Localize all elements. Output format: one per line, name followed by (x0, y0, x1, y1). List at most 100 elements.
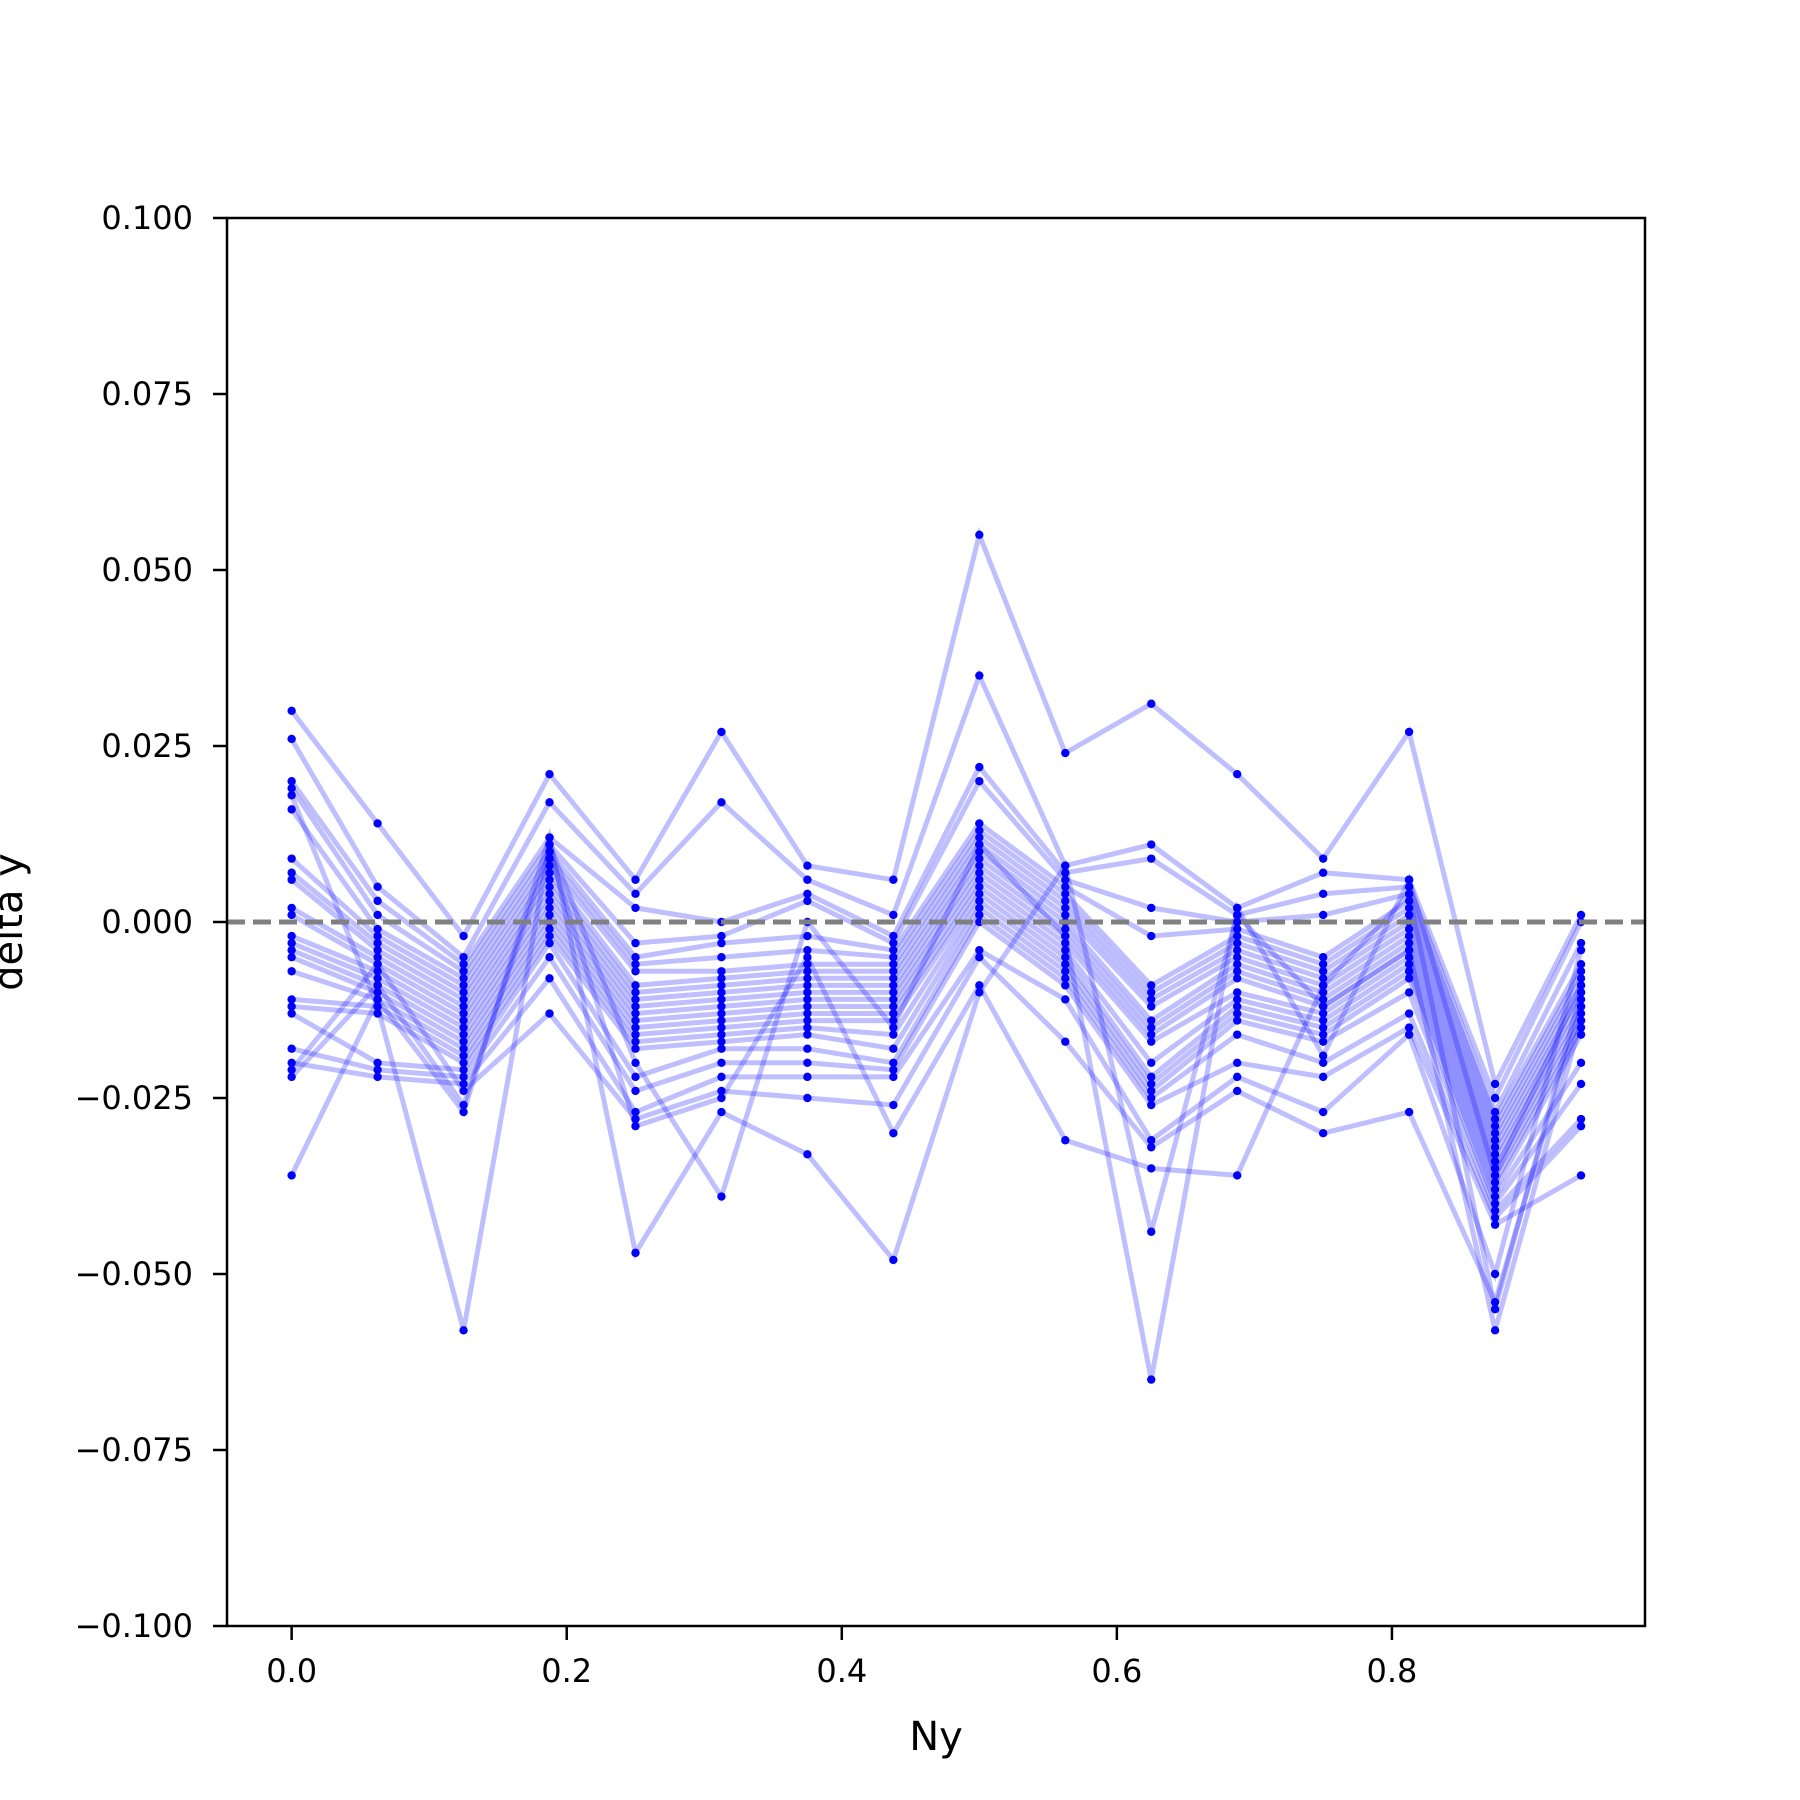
data-point (1318, 1023, 1328, 1032)
data-point (975, 762, 984, 772)
data-point (459, 1072, 468, 1082)
data-point (975, 981, 984, 990)
data-point (803, 861, 812, 870)
data-point (975, 819, 984, 828)
data-point (975, 953, 984, 962)
data-point (889, 910, 898, 920)
data-point (1061, 924, 1070, 934)
data-point (1576, 1171, 1586, 1180)
data-point (631, 981, 640, 990)
data-point (373, 896, 382, 906)
data-point (1147, 903, 1156, 913)
data-point (803, 1093, 812, 1103)
data-point (717, 967, 726, 976)
y-tick-label: −0.100 (75, 1607, 193, 1645)
data-point (1233, 1171, 1242, 1180)
data-point (631, 1016, 640, 1025)
data-point (717, 974, 726, 983)
data-point (1490, 1213, 1500, 1222)
series-line (289, 843, 1584, 1310)
data-point (803, 1023, 812, 1032)
data-point (1061, 967, 1070, 976)
data-point (1490, 1305, 1500, 1314)
data-point (1147, 1023, 1156, 1032)
series-markers (287, 530, 1586, 1384)
data-point (459, 1065, 468, 1075)
data-point (1490, 1107, 1500, 1117)
data-point (1576, 981, 1586, 990)
data-point (1576, 995, 1586, 1004)
data-point (1576, 960, 1586, 969)
data-point (1147, 1058, 1156, 1068)
data-point (459, 931, 468, 941)
data-point (459, 1002, 468, 1011)
data-point (373, 931, 382, 941)
data-point (545, 974, 554, 983)
x-tick-label: 0.0 (266, 1652, 317, 1690)
data-point (545, 882, 554, 891)
data-point (287, 734, 296, 744)
series-line (291, 946, 1584, 1283)
data-point (889, 967, 898, 976)
data-point (373, 960, 382, 969)
data-point (287, 1065, 296, 1075)
data-point (1233, 1016, 1242, 1025)
data-point (889, 988, 898, 997)
data-point (631, 953, 640, 962)
plot-frame (225, 216, 1647, 1628)
data-point (1490, 1150, 1500, 1159)
data-point (373, 995, 382, 1004)
data-point (1233, 945, 1242, 955)
data-point (1318, 967, 1328, 976)
data-point (803, 967, 812, 976)
data-point (631, 1072, 640, 1082)
data-point (889, 974, 898, 983)
series-line (290, 848, 1584, 1161)
data-point (1490, 1185, 1500, 1194)
data-point (1233, 1009, 1242, 1018)
data-point (1061, 1037, 1070, 1046)
data-point (975, 882, 984, 891)
data-point (1061, 896, 1070, 906)
data-point (1318, 953, 1328, 962)
data-point (1576, 945, 1586, 955)
data-point (287, 1002, 296, 1011)
data-point (287, 931, 296, 941)
data-point (975, 854, 984, 863)
data-point (459, 1016, 468, 1025)
data-point (373, 967, 382, 976)
data-point (631, 1114, 640, 1124)
data-point (889, 1030, 898, 1039)
data-point (889, 953, 898, 962)
data-point (975, 826, 984, 835)
data-point (1404, 945, 1414, 955)
data-point (1318, 1016, 1328, 1025)
data-point (1576, 910, 1586, 920)
data-point (889, 1255, 898, 1265)
data-point (373, 988, 382, 997)
data-point (717, 981, 726, 990)
data-point (631, 875, 640, 884)
data-point (1061, 931, 1070, 941)
data-point (459, 1058, 468, 1068)
data-point (1576, 974, 1586, 983)
data-point (1490, 1143, 1500, 1152)
data-point (1318, 1009, 1328, 1018)
data-point (631, 1037, 640, 1046)
data-point (287, 875, 296, 884)
data-point (803, 1016, 812, 1025)
data-point (1147, 981, 1156, 990)
data-point (1576, 1079, 1586, 1089)
data-point (1404, 938, 1414, 948)
series-line (290, 841, 1584, 1154)
data-point (1490, 1326, 1500, 1335)
data-point (287, 1009, 296, 1018)
data-point (287, 791, 296, 800)
data-point (459, 1079, 468, 1089)
data-point (803, 1002, 812, 1011)
data-point (1404, 1030, 1414, 1039)
data-point (803, 1072, 812, 1082)
data-point (975, 868, 984, 877)
data-point (803, 1058, 812, 1068)
series-line (289, 668, 1584, 1105)
